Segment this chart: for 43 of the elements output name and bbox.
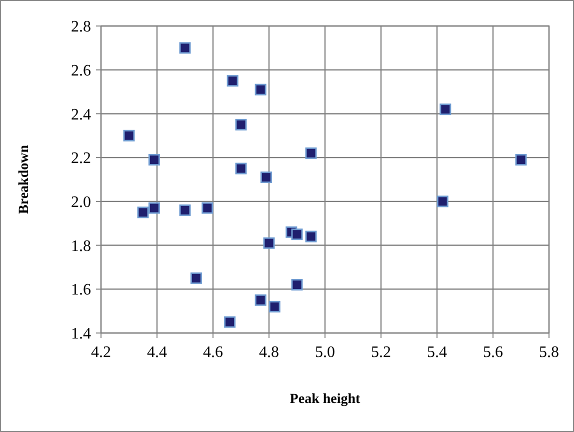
point (436, 196, 448, 208)
point (440, 104, 452, 116)
point (190, 272, 202, 284)
point (226, 75, 238, 87)
y-tick-label: 1.4 (71, 326, 91, 343)
x-tick-label: 5.8 (539, 344, 559, 361)
point (202, 202, 214, 214)
x-tick-label: 5.0 (315, 344, 335, 361)
point (179, 42, 191, 54)
point (235, 162, 247, 174)
point (254, 84, 266, 96)
y-tick-label: 2.0 (71, 194, 91, 212)
point (268, 300, 280, 312)
x-tick-label: 5.2 (371, 344, 391, 361)
point (515, 154, 527, 166)
point (179, 204, 191, 216)
point (305, 230, 317, 242)
point (254, 294, 266, 306)
x-tick-label: 5.4 (427, 344, 447, 361)
x-tick-label: 4.2 (91, 344, 111, 361)
y-tick-label: 2.4 (71, 106, 91, 124)
point (224, 316, 236, 328)
x-axis-title: Peak height (290, 392, 361, 407)
point (305, 147, 317, 159)
y-tick-label: 2.2 (71, 150, 91, 168)
x-tick-label: 5.6 (483, 344, 503, 361)
point (263, 237, 275, 249)
x-tick-label: 4.8 (259, 344, 279, 361)
point (235, 118, 247, 130)
point (123, 130, 135, 142)
point (137, 206, 149, 218)
y-tick-label: 1.8 (71, 238, 91, 255)
y-axis-title: Breakdown (17, 144, 32, 214)
y-tick-label: 2.6 (71, 62, 91, 80)
point (148, 154, 160, 166)
point (291, 228, 303, 240)
point (148, 202, 160, 214)
point (291, 279, 303, 291)
y-tick-label: 1.6 (71, 282, 91, 299)
x-tick-label: 4.6 (203, 344, 223, 361)
y-tick-label: 2.8 (71, 18, 91, 36)
x-tick-label: 4.4 (147, 344, 167, 361)
point (260, 172, 272, 184)
